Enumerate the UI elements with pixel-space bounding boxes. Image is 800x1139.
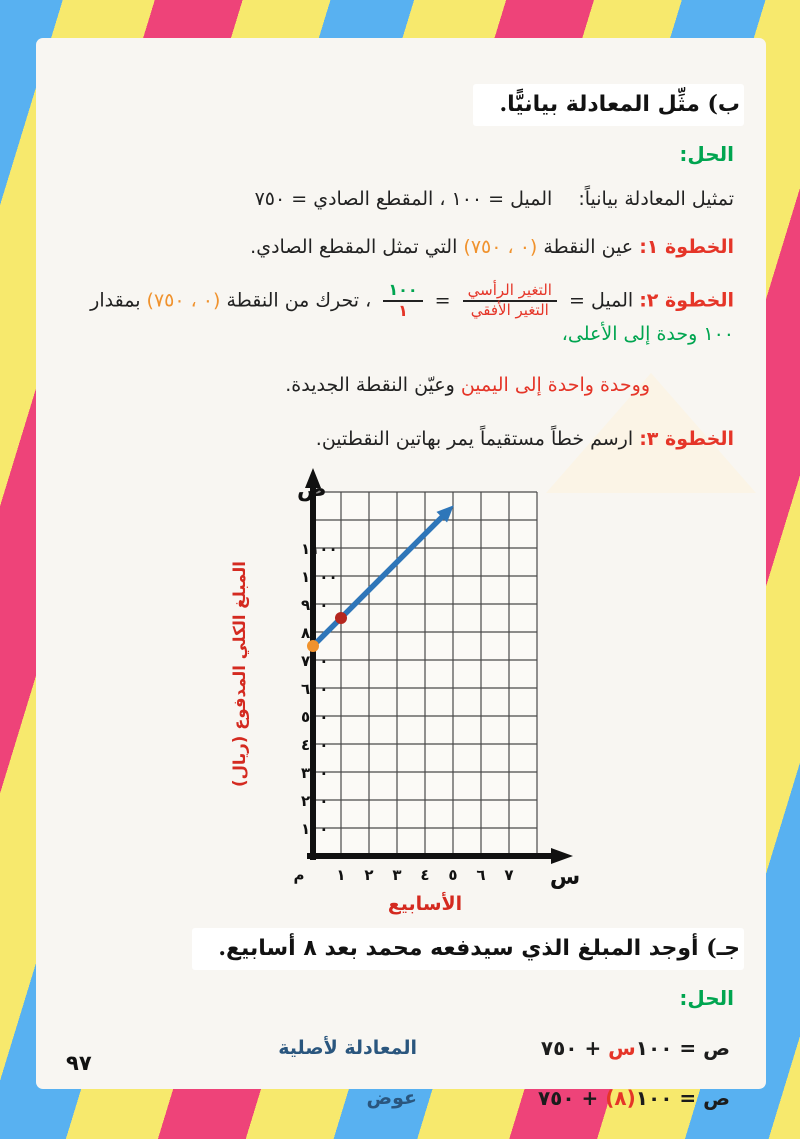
- step-1-point: (٠ ، ٧٥٠): [463, 235, 538, 258]
- svg-text:الأسابيع: الأسابيع: [388, 892, 462, 915]
- slope-denominator: ١: [398, 301, 408, 321]
- intro-label: تمثيل المعادلة بيانياً:: [578, 188, 734, 210]
- solution-label-b: الحل:: [679, 142, 734, 166]
- part-c-heading: جـ) أوجد المبلغ الذي سيدفعه محمد بعد ٨ أ…: [192, 927, 744, 970]
- step-1-line: الخطوة ١: عين النقطة (٠ ، ٧٥٠) التي تمثل…: [66, 234, 734, 262]
- eq1-pre: ص = ١٠٠: [635, 1035, 730, 1060]
- solution-label-c: الحل:: [679, 985, 734, 1010]
- part-c-heading-text: جـ) أوجد المبلغ الذي سيدفعه محمد بعد ٨ أ…: [218, 934, 740, 961]
- part-b-heading: ب) مثِّل المعادلة بيانيًّا.: [473, 84, 744, 126]
- rise-over-run-fraction: التغير الرأسي التغير الأفقي: [462, 282, 557, 320]
- slope-value-fraction: ١٠٠ ١: [383, 280, 423, 321]
- svg-text:١١٠٠: ١١٠٠: [301, 540, 338, 558]
- eq1-variable: س: [608, 1035, 636, 1060]
- step-2-line: الخطوة ٢: الميل = التغير الرأسي التغير ال…: [66, 280, 734, 348]
- step-1-post: التي تمثل المقطع الصادي.: [250, 235, 458, 258]
- svg-text:٦: ٦: [476, 866, 485, 884]
- eq2-substituted-value: (٨): [605, 1085, 636, 1110]
- page-number: ٩٧: [66, 1051, 92, 1075]
- eq1-post: + ٧٥٠: [540, 1035, 609, 1060]
- svg-text:٩٠٠: ٩٠٠: [301, 596, 328, 614]
- svg-text:س: س: [550, 865, 580, 890]
- svg-text:٤: ٤: [420, 866, 429, 884]
- eq2-post: + ٧٥٠: [537, 1085, 606, 1110]
- eq2-pre: ص = ١٠٠: [635, 1085, 730, 1110]
- textbook-page: ب) مثِّل المعادلة بيانيًّا. الحل: تمثيل …: [36, 38, 766, 1110]
- rise-label: التغير الرأسي: [462, 282, 557, 303]
- equation-row-original: ص = ١٠٠س + ٧٥٠ المعادلة لأصلية: [66, 1036, 730, 1060]
- step-3-label: الخطوة ٣:: [639, 427, 734, 450]
- svg-text:المبلغ الكلي المدفوع (ريال): المبلغ الكلي المدفوع (ريال): [230, 561, 250, 787]
- slope-numerator: ١٠٠: [383, 280, 423, 303]
- line-graph: ١٠٠ ٢٠٠ ٣٠٠ ٤٠٠ ٥٠٠ ٦٠٠ ٧٠٠ ٨٠٠ ٩٠٠ ١٠٠٠ ١١٠٠ ١ ٢ ٣ ٤ ٥…: [229, 464, 581, 916]
- intro-values: الميل = ١٠٠ ، المقطع الصادي = ٧٥٠: [254, 188, 553, 210]
- svg-text:ص: ص: [297, 477, 327, 502]
- svg-text:١٠٠٠: ١٠٠٠: [301, 568, 338, 586]
- svg-text:١: ١: [336, 866, 345, 884]
- svg-text:م: م: [294, 866, 305, 884]
- step-2-up-text: ١٠٠ وحدة إلى الأعلى،: [561, 322, 734, 345]
- equation-note-substitute: عوض: [366, 1086, 417, 1109]
- step-3-text: ارسم خطاً مستقيماً يمر بهاتين النقطتين.: [315, 427, 634, 450]
- step-3-line: الخطوة ٣: ارسم خطاً مستقيماً يمر بهاتين …: [66, 426, 734, 454]
- step-2-mark-text: وعيّن النقطة الجديدة.: [285, 374, 455, 397]
- equation-original: ص = ١٠٠س + ٧٥٠: [475, 1036, 730, 1060]
- step-1-pre: عين النقطة: [543, 235, 634, 258]
- equation-note-original: المعادلة لأصلية: [278, 1036, 417, 1059]
- step-2-amount-word: بمقدار: [90, 289, 141, 312]
- equals-sign: =: [434, 289, 451, 312]
- svg-text:٣: ٣: [392, 866, 401, 884]
- step-2-move-text: ، تحرك من النقطة: [226, 289, 372, 312]
- step-2-right-text: ووحدة واحدة إلى اليمين: [460, 374, 650, 397]
- graphing-intro-line: تمثيل المعادلة بيانياً: الميل = ١٠٠ ، الم…: [66, 186, 734, 214]
- run-label: التغير الأفقي: [470, 301, 549, 320]
- equation-substitute: ص = ١٠٠(٨) + ٧٥٠: [475, 1086, 730, 1110]
- equation-row-substitute: ص = ١٠٠(٨) + ٧٥٠ عوض: [66, 1086, 730, 1110]
- svg-text:٧٠٠: ٧٠٠: [301, 652, 328, 670]
- step-2-continued-line: ووحدة واحدة إلى اليمين وعيّن النقطة الجد…: [66, 372, 734, 400]
- step-2-point: (٠ ، ٧٥٠): [146, 289, 221, 312]
- part-b-heading-text: ب) مثِّل المعادلة بيانيًّا.: [499, 91, 740, 117]
- svg-text:٥٠٠: ٥٠٠: [301, 708, 328, 726]
- svg-text:٢: ٢: [364, 866, 373, 884]
- svg-text:١٠٠: ١٠٠: [301, 820, 328, 838]
- svg-text:٥: ٥: [448, 866, 457, 884]
- svg-text:٦٠٠: ٦٠٠: [301, 680, 328, 698]
- step-2-label: الخطوة ٢:: [639, 289, 734, 312]
- svg-text:٣٠٠: ٣٠٠: [301, 764, 328, 782]
- svg-text:٤٠٠: ٤٠٠: [301, 736, 328, 754]
- step-1-label: الخطوة ١:: [639, 235, 734, 258]
- step-2-slope-word: الميل =: [569, 289, 634, 312]
- page-content: ب) مثِّل المعادلة بيانيًّا. الحل: تمثيل …: [36, 38, 766, 1110]
- svg-text:٢٠٠: ٢٠٠: [301, 792, 328, 810]
- svg-text:٧: ٧: [504, 866, 513, 884]
